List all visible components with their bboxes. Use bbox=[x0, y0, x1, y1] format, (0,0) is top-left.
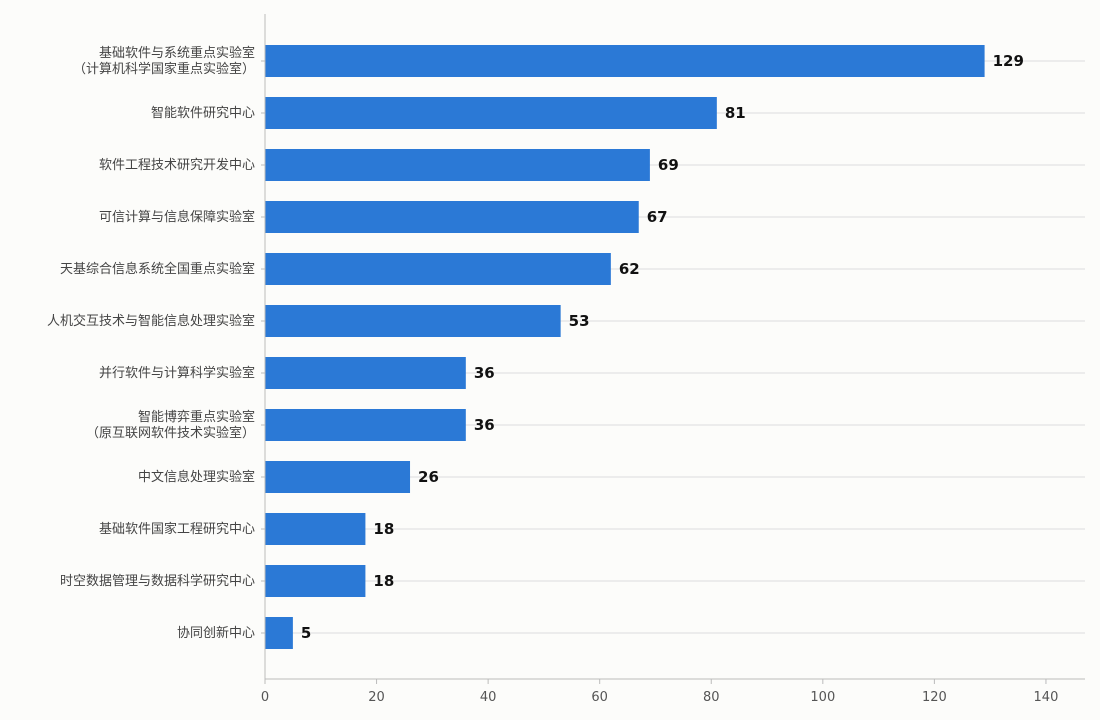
x-tick-label: 0 bbox=[261, 690, 269, 705]
value-label: 62 bbox=[619, 260, 640, 278]
bar bbox=[265, 305, 561, 337]
category-label: 可信计算与信息保障实验室 bbox=[99, 209, 255, 225]
bar bbox=[265, 409, 466, 441]
bars bbox=[265, 45, 985, 649]
category-label: 协同创新中心 bbox=[177, 625, 255, 641]
category-label-line: 时空数据管理与数据科学研究中心 bbox=[60, 573, 255, 589]
x-tick-label: 100 bbox=[810, 690, 835, 705]
value-label: 67 bbox=[647, 208, 668, 226]
category-label-line: 中文信息处理实验室 bbox=[138, 469, 255, 485]
value-label: 129 bbox=[993, 52, 1024, 70]
category-label: 智能软件研究中心 bbox=[151, 106, 255, 121]
bar bbox=[265, 617, 293, 649]
value-label: 26 bbox=[418, 468, 439, 486]
category-label: 时空数据管理与数据科学研究中心 bbox=[60, 573, 255, 589]
bar bbox=[265, 97, 717, 129]
bar bbox=[265, 45, 985, 77]
category-label-line: 人机交互技术与智能信息处理实验室 bbox=[47, 313, 255, 329]
gridlines bbox=[265, 60, 1085, 634]
category-label: 软件工程技术研究开发中心 bbox=[99, 157, 255, 173]
x-tick-label: 80 bbox=[703, 690, 720, 705]
axes bbox=[261, 14, 1085, 684]
x-tick-label: 60 bbox=[591, 690, 608, 705]
x-tick-label: 20 bbox=[368, 690, 385, 705]
category-label-line: 天基综合信息系统全国重点实验室 bbox=[60, 261, 255, 277]
value-label: 81 bbox=[725, 104, 746, 122]
value-label: 36 bbox=[474, 364, 495, 382]
x-tick-label: 40 bbox=[480, 690, 497, 705]
value-label: 69 bbox=[658, 156, 679, 174]
category-label-line: 智能软件研究中心 bbox=[151, 106, 255, 121]
category-label: 天基综合信息系统全国重点实验室 bbox=[60, 261, 255, 277]
bar bbox=[265, 253, 611, 285]
category-label-line: 并行软件与计算科学实验室 bbox=[99, 365, 255, 381]
bar bbox=[265, 513, 366, 545]
category-label-line: 可信计算与信息保障实验室 bbox=[99, 209, 255, 225]
labels: 129 基础软件与系统重点实验室（计算机科学国家重点实验室） 81 智能软件研究中心 6… bbox=[47, 45, 1058, 705]
category-label: 基础软件与系统重点实验室（计算机科学国家重点实验室） bbox=[73, 45, 255, 77]
category-label: 并行软件与计算科学实验室 bbox=[99, 365, 255, 381]
bar bbox=[265, 357, 466, 389]
category-label-line: 协同创新中心 bbox=[177, 625, 255, 641]
category-label-line: （计算机科学国家重点实验室） bbox=[73, 61, 255, 77]
category-label-line: （原互联网软件技术实验室） bbox=[86, 425, 255, 441]
category-label-line: 软件工程技术研究开发中心 bbox=[99, 157, 255, 173]
bar bbox=[265, 149, 650, 181]
bar bbox=[265, 565, 366, 597]
bar bbox=[265, 461, 411, 493]
value-label: 53 bbox=[569, 312, 590, 330]
x-tick-label: 120 bbox=[922, 690, 947, 705]
category-label: 中文信息处理实验室 bbox=[138, 469, 255, 485]
value-label: 18 bbox=[373, 572, 394, 590]
bar bbox=[265, 201, 639, 233]
category-label-line: 智能博弈重点实验室 bbox=[138, 409, 255, 425]
value-label: 36 bbox=[474, 416, 495, 434]
category-label-line: 基础软件与系统重点实验室 bbox=[99, 45, 255, 61]
category-label-line: 基础软件国家工程研究中心 bbox=[99, 521, 255, 537]
category-label: 基础软件国家工程研究中心 bbox=[99, 521, 255, 537]
category-label: 智能博弈重点实验室（原互联网软件技术实验室） bbox=[86, 409, 255, 441]
x-tick-label: 140 bbox=[1034, 690, 1059, 705]
value-label: 5 bbox=[301, 624, 311, 642]
category-label: 人机交互技术与智能信息处理实验室 bbox=[47, 313, 255, 329]
value-label: 18 bbox=[373, 520, 394, 538]
